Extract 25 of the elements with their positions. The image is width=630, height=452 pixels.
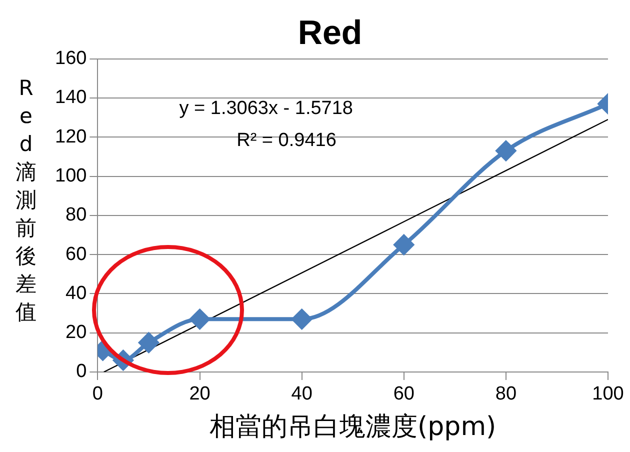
x-axis-title: 相當的吊白塊濃度(ppm) — [210, 412, 496, 442]
text: Red滴測前後差值 — [16, 76, 36, 324]
chart-title: Red — [298, 14, 362, 52]
x-tick-label: 0 — [92, 384, 103, 405]
point — [138, 332, 159, 353]
point — [190, 309, 210, 330]
y-tick-label: 0 — [76, 361, 87, 382]
y-tick-label: 140 — [55, 87, 87, 108]
y-tick-label: 160 — [55, 48, 87, 70]
y-tick-label: 40 — [66, 282, 87, 304]
x-tick-label: 20 — [189, 384, 210, 405]
y-tick-label: 100 — [55, 165, 87, 186]
annotation: R² = 0.9416 — [236, 130, 336, 152]
point — [292, 309, 312, 330]
y-tick-label: 20 — [66, 322, 87, 344]
y-tick-label: 80 — [66, 204, 87, 226]
y-tick-label: 60 — [66, 244, 87, 265]
x-tick-label: 40 — [291, 384, 312, 405]
y-tick-label: 120 — [55, 126, 87, 148]
point — [394, 234, 414, 255]
annotation: y = 1.3063x - 1.5718 — [179, 98, 353, 120]
x-tick-label: 60 — [393, 384, 414, 405]
point — [496, 140, 516, 161]
x-tick-label: 100 — [592, 384, 624, 405]
x-tick-label: 80 — [495, 384, 517, 405]
